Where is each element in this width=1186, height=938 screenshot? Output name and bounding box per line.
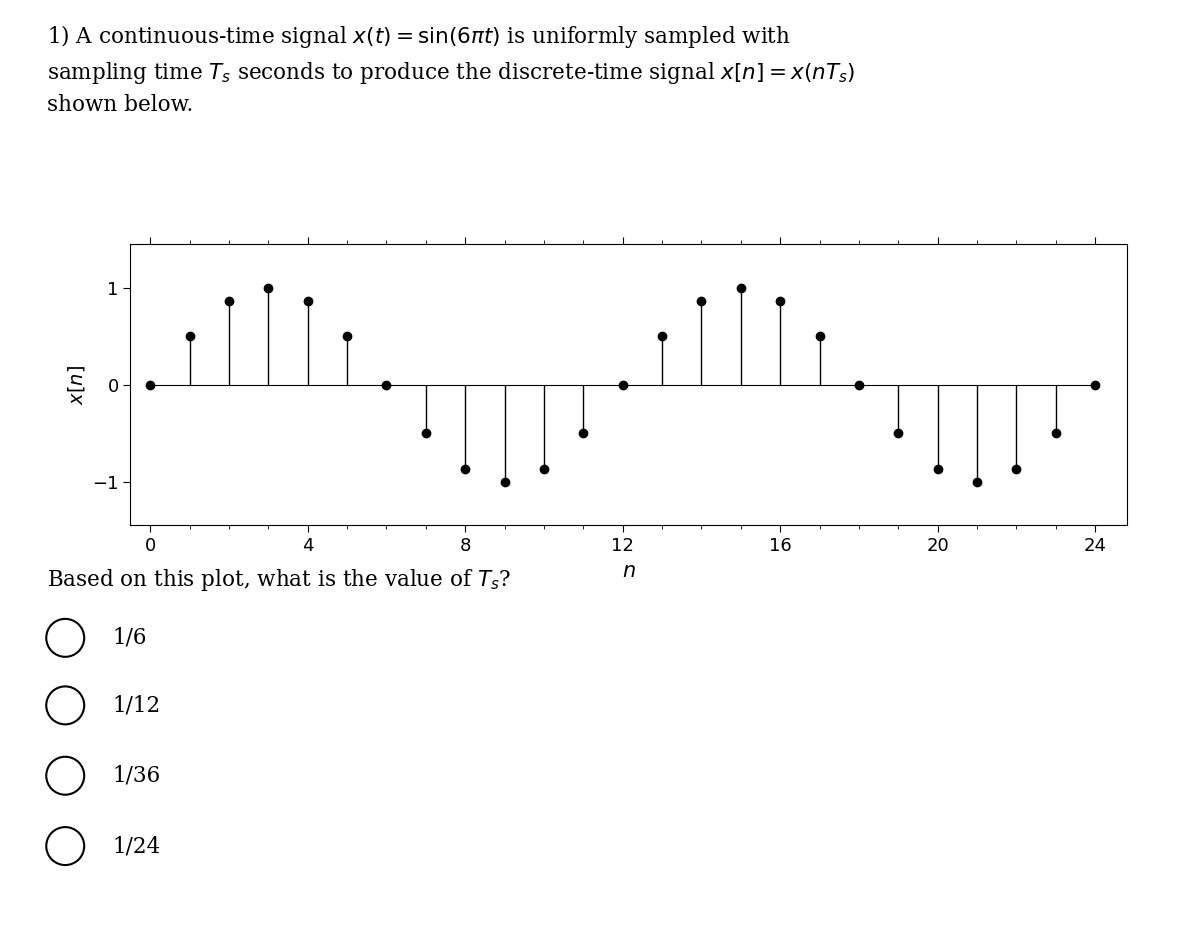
Text: 1/24: 1/24 [113,835,161,857]
Text: Based on this plot, what is the value of $T_s$?: Based on this plot, what is the value of… [47,567,511,594]
Text: 1/6: 1/6 [113,627,147,649]
X-axis label: $n$: $n$ [621,561,636,581]
Text: 1) A continuous-time signal $x(t) = \sin(6\pi t)$ is uniformly sampled with
samp: 1) A continuous-time signal $x(t) = \sin… [47,23,855,116]
Text: 1/12: 1/12 [113,694,161,717]
Text: 1/36: 1/36 [113,764,161,787]
Y-axis label: $x[n]$: $x[n]$ [65,365,87,404]
